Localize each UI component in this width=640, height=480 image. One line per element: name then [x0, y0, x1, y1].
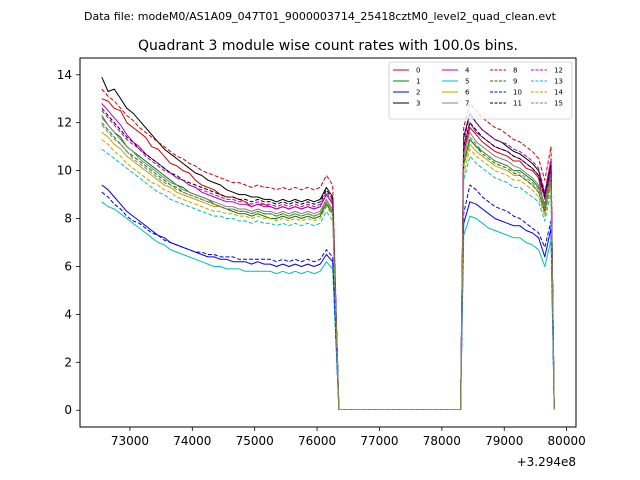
- y-tick-label: 0: [64, 403, 72, 417]
- x-axis-offset-label: +3.294e8: [517, 455, 576, 469]
- series-line-11: [101, 107, 555, 410]
- series-line-10: [101, 184, 555, 410]
- series-line-12: [101, 110, 555, 410]
- chart-title: Quadrant 3 module wise count rates with …: [138, 38, 518, 54]
- legend-label-2: 2: [416, 89, 420, 97]
- x-tick-label: 75000: [236, 434, 274, 448]
- legend-label-1: 1: [416, 78, 420, 86]
- y-tick-label: 10: [57, 164, 72, 178]
- x-tick-label: 74000: [173, 434, 211, 448]
- series-line-13: [101, 148, 555, 410]
- legend-label-10: 10: [513, 89, 522, 97]
- legend-label-12: 12: [554, 67, 563, 75]
- y-axis: 0 2 4 6 8 10 12 14: [57, 68, 80, 417]
- series-line-7: [101, 117, 555, 410]
- x-tick-label: 76000: [298, 434, 336, 448]
- y-tick-label: 8: [64, 212, 72, 226]
- legend-label-3: 3: [416, 100, 420, 108]
- legend-label-8: 8: [513, 67, 517, 75]
- x-tick-label: 79000: [485, 434, 523, 448]
- x-tick-label: 77000: [360, 434, 398, 448]
- series-line-9: [101, 122, 555, 410]
- x-tick-label: 78000: [423, 434, 461, 448]
- series-line-8: [101, 88, 555, 410]
- y-tick-label: 4: [64, 307, 72, 321]
- x-axis: 73000 74000 75000 76000 77000 78000 79000 80000: [111, 427, 586, 448]
- figure-suptitle: Data file: modeM0/AS1A09_047T01_90000037…: [84, 10, 557, 23]
- series-line-6: [101, 131, 555, 410]
- legend-label-5: 5: [465, 78, 469, 86]
- legend-label-14: 14: [554, 89, 563, 97]
- y-tick-label: 2: [64, 355, 72, 369]
- y-tick-label: 6: [64, 259, 72, 273]
- legend-label-9: 9: [513, 78, 517, 86]
- x-tick-label: 73000: [111, 434, 149, 448]
- series-line-1: [101, 115, 555, 410]
- x-tick-label: 80000: [548, 434, 586, 448]
- legend-label-0: 0: [416, 67, 420, 75]
- series-line-5: [101, 201, 555, 410]
- legend-label-13: 13: [554, 78, 563, 86]
- legend-box: [388, 61, 573, 120]
- legend-label-6: 6: [465, 89, 470, 97]
- legend-label-7: 7: [465, 100, 469, 108]
- legend-label-4: 4: [465, 67, 470, 75]
- series-layer: [101, 76, 555, 410]
- y-tick-label: 14: [57, 68, 72, 82]
- legend-label-15: 15: [554, 100, 563, 108]
- series-line-14: [101, 139, 555, 410]
- plot-frame: [79, 57, 577, 428]
- y-tick-label: 12: [57, 116, 72, 130]
- series-line-15: [101, 124, 555, 410]
- legend-label-11: 11: [513, 100, 522, 108]
